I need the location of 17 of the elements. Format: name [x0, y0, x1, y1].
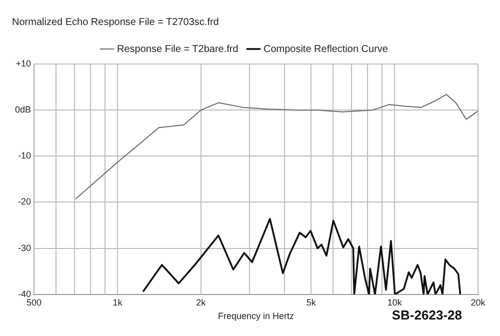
y-tick-label: +10 — [16, 58, 32, 68]
legend-label: Response File = T2bare.frd — [117, 44, 238, 55]
y-tick-label: 0dB — [15, 104, 32, 115]
x-tick-label: 2k — [196, 297, 206, 308]
x-tick-label: 10k — [387, 297, 402, 308]
text: SB-2623-28 — [392, 307, 462, 322]
y-tick-label: -20 — [18, 196, 32, 207]
x-tick-label: 5k — [306, 297, 316, 308]
x-tick-label: 500 — [26, 297, 42, 308]
y-tick-label: -30 — [18, 242, 32, 253]
y-tick-label: -10 — [18, 150, 32, 161]
y-tick-label: -40 — [18, 288, 32, 299]
chart-title: Normalized Echo Response File = T2703sc.frd — [12, 16, 219, 28]
legend-label: Composite Reflection Curve — [263, 44, 388, 55]
x-tick-label: 20k — [470, 297, 486, 308]
x-axis-title: Frequency in Hertz — [218, 311, 295, 322]
x-tick-label: 1k — [112, 297, 123, 308]
